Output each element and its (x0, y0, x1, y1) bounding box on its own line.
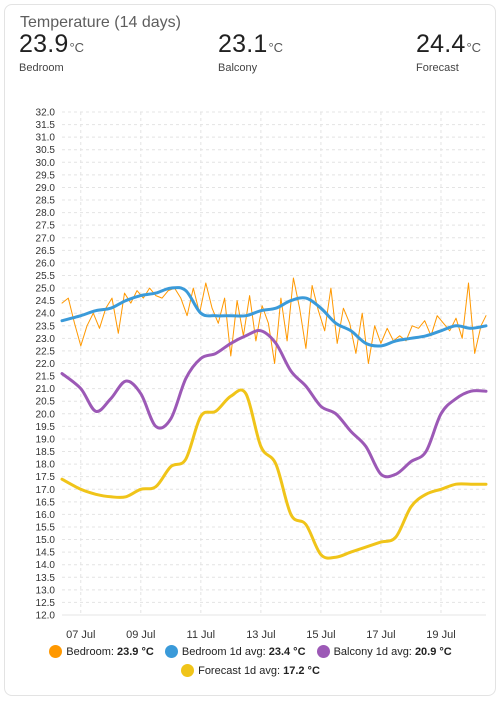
stat-bedroom-label: Bedroom (19, 62, 64, 74)
legend-label-forecast-avg: Forecast 1d avg: (198, 664, 281, 677)
legend-item-forecast-avg[interactable]: Forecast 1d avg: 17.2 °C (181, 664, 320, 677)
y-tick-label: 20.0 (36, 409, 56, 420)
stat-bedroom-unit: °C (69, 40, 85, 55)
stat-forecast-value: 24.4 (416, 30, 466, 58)
legend-value-balcony-avg: 20.9 °C (414, 645, 452, 658)
y-tick-label: 26.5 (36, 246, 56, 257)
legend-value-forecast-avg: 17.2 °C (283, 664, 320, 677)
stat-forecast-label: Forecast (416, 62, 459, 74)
x-tick-label: 17 Jul (366, 629, 395, 641)
stat-bedroom[interactable]: 23.9°C Bedroom (19, 30, 84, 74)
legend-dot-bedroom-avg (164, 645, 178, 658)
y-tick-label: 31.0 (36, 133, 56, 144)
legend-item-balcony-avg[interactable]: Balcony 1d avg: 20.9 °C (316, 645, 452, 658)
legend-item-bedroom[interactable]: Bedroom: 23.9 °C (49, 645, 154, 658)
x-tick-label: 07 Jul (66, 629, 95, 641)
y-tick-label: 16.0 (36, 510, 56, 521)
temperature-card: Temperature (14 days) (4, 4, 496, 696)
legend-value-bedroom: 23.9 °C (117, 645, 154, 658)
series-line-bedroom-1d-avg (60, 286, 488, 348)
x-tick-label: 19 Jul (426, 629, 455, 641)
legend-row-2: Forecast 1d avg: 17.2 °C (0, 664, 501, 680)
y-tick-label: 15.0 (36, 535, 56, 546)
stat-bedroom-value: 23.9 (19, 30, 69, 58)
y-tick-label: 12.0 (36, 611, 56, 622)
y-tick-label: 25.0 (36, 284, 56, 295)
y-tick-label: 25.5 (36, 271, 56, 282)
stat-balcony-unit: °C (268, 40, 284, 55)
stat-balcony[interactable]: 23.1°C Balcony (218, 30, 283, 74)
y-tick-label: 22.5 (36, 346, 56, 357)
stat-balcony-label: Balcony (218, 62, 258, 74)
y-tick-label: 13.0 (36, 585, 56, 596)
legend-dot-bedroom (49, 645, 63, 658)
y-tick-label: 23.5 (36, 321, 56, 332)
stat-balcony-value: 23.1 (218, 30, 268, 58)
y-tick-label: 21.0 (36, 384, 56, 395)
y-tick-label: 26.0 (36, 258, 56, 269)
series-line-balcony-1d-avg (60, 329, 488, 479)
y-tick-label: 18.5 (36, 447, 56, 458)
y-tick-label: 31.5 (36, 120, 56, 131)
legend-label-bedroom: Bedroom: (66, 645, 114, 658)
y-tick-label: 24.0 (36, 309, 56, 320)
y-tick-label: 29.5 (36, 170, 56, 181)
y-tick-label: 27.0 (36, 233, 56, 244)
y-tick-label: 14.0 (36, 560, 56, 571)
stat-forecast[interactable]: 24.4°C Forecast (416, 30, 481, 74)
y-tick-label: 32.0 (36, 108, 56, 119)
x-tick-label: 15 Jul (306, 629, 335, 641)
y-tick-label: 23.0 (36, 334, 56, 345)
y-tick-label: 27.5 (36, 221, 56, 232)
y-tick-label: 19.5 (36, 422, 56, 433)
series-line-forecast-1d-avg (60, 388, 488, 560)
y-tick-label: 18.0 (36, 460, 56, 471)
legend-label-balcony-avg: Balcony 1d avg: (333, 645, 412, 658)
y-tick-label: 30.5 (36, 145, 56, 156)
y-tick-label: 21.5 (36, 372, 56, 383)
x-tick-label: 09 Jul (126, 629, 155, 641)
legend-value-bedroom-avg: 23.4 °C (268, 645, 306, 658)
stat-forecast-unit: °C (466, 40, 482, 55)
legend-label-bedroom-avg: Bedroom 1d avg: (181, 645, 266, 658)
y-tick-label: 16.5 (36, 497, 56, 508)
y-tick-label: 20.5 (36, 397, 56, 408)
y-tick-label: 30.0 (36, 158, 56, 169)
card-title: Temperature (14 days) (20, 14, 181, 31)
y-tick-label: 29.0 (36, 183, 56, 194)
y-tick-label: 15.5 (36, 522, 56, 533)
legend-dot-forecast-avg (181, 664, 195, 677)
y-tick-label: 19.0 (36, 434, 56, 445)
x-tick-label: 11 Jul (187, 629, 216, 641)
y-tick-label: 17.5 (36, 472, 56, 483)
y-tick-label: 28.5 (36, 196, 56, 207)
y-tick-label: 24.5 (36, 296, 56, 307)
x-tick-label: 13 Jul (246, 629, 275, 641)
y-tick-label: 13.5 (36, 573, 56, 584)
y-tick-label: 12.5 (36, 598, 56, 609)
y-tick-label: 22.0 (36, 359, 56, 370)
y-tick-label: 28.0 (36, 208, 56, 219)
legend-dot-balcony-avg (316, 645, 330, 658)
legend-row-1: Bedroom: 23.9 °C Bedroom 1d avg: 23.4 °C… (0, 645, 501, 661)
y-tick-label: 17.0 (36, 485, 56, 496)
legend-item-bedroom-avg[interactable]: Bedroom 1d avg: 23.4 °C (164, 645, 306, 658)
y-tick-label: 14.5 (36, 548, 56, 559)
